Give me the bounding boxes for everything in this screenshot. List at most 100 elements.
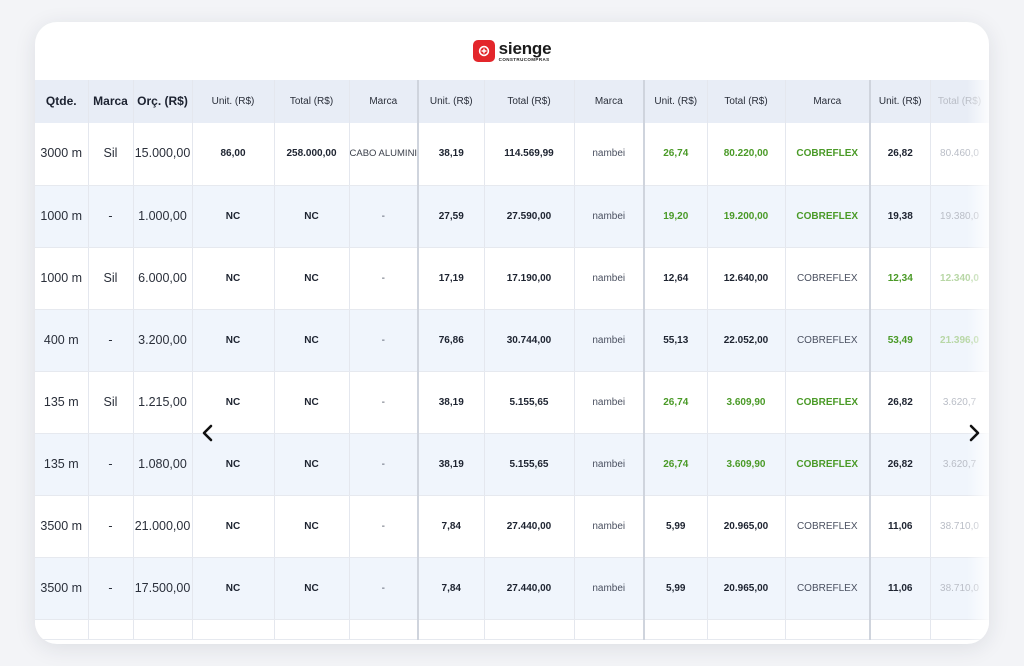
cell-unit: 11,06: [869, 495, 931, 558]
header-unit[interactable]: Unit. (R$): [417, 80, 485, 123]
cell-orcamento: 21.000,00: [133, 495, 193, 558]
comparison-table: Qtde. Marca Orç. (R$) Unit. (R$) Total (…: [35, 80, 989, 640]
spacer-cell: [349, 618, 419, 640]
scroll-left-button[interactable]: [197, 424, 219, 446]
header-marca[interactable]: Marca: [574, 80, 645, 123]
spacer-cell: [707, 618, 786, 640]
spacer-cell: [574, 618, 645, 640]
cell-unit: 5,99: [643, 557, 708, 620]
cell-unit: 11,06: [869, 557, 931, 620]
cell-total: 3.609,90: [707, 371, 786, 434]
sienge-logo: sienge CONSTRUCOMPRAS: [472, 38, 552, 63]
cell-unit: 26,74: [643, 433, 708, 496]
table-row[interactable]: 400 m -3.200,00 NC NC -76,86 30.744,00 nambei 5…: [35, 309, 989, 372]
cell-marca: nambei: [574, 495, 645, 558]
spacer-cell: [484, 618, 575, 640]
header-total[interactable]: Total (R$): [484, 80, 575, 123]
scroll-right-button[interactable]: [963, 424, 985, 446]
table-row[interactable]: 135 m Sil 1.215,00 NC NC -38,19 5.155,65 nambei…: [35, 371, 989, 434]
cell-qtde: 135 m: [35, 433, 89, 496]
cell-total: 17.190,00: [484, 247, 575, 310]
cell-unit: 17,19: [417, 247, 485, 310]
table-row[interactable]: 3500 m -17.500,00 NC NC -7,84 27.440,00 nambei…: [35, 557, 989, 620]
cell-unit: 76,86: [417, 309, 485, 372]
cell-marca: Sil: [88, 371, 134, 434]
cell-total: NC: [274, 433, 350, 496]
cell-total: 27.440,00: [484, 557, 575, 620]
header-total[interactable]: Total (R$): [707, 80, 786, 123]
cell-total: 22.052,00: [707, 309, 786, 372]
table-header-row: Qtde. Marca Orç. (R$) Unit. (R$) Total (…: [35, 80, 989, 123]
cell-qtde: 400 m: [35, 309, 89, 372]
cell-unit: 38,19: [417, 433, 485, 496]
cell-orcamento: 1.080,00: [133, 433, 193, 496]
header-unit[interactable]: Unit. (R$): [869, 80, 931, 123]
cell-unit: 86,00: [192, 123, 275, 186]
spacer-cell: [35, 619, 89, 640]
cell-total: 27.440,00: [484, 495, 575, 558]
cell-marca: COBREFLEX: [785, 185, 871, 248]
table-row[interactable]: 1000 m -1.000,00 NC NC -27,59 27.590,00 nambei…: [35, 185, 989, 248]
cell-unit: NC: [192, 247, 275, 310]
table-body: 3000 m Sil 15.000,00 86,00 258.000,00 CABO AL…: [35, 123, 989, 640]
cell-marca: nambei: [574, 371, 645, 434]
cell-marca: COBREFLEX: [785, 247, 871, 310]
cell-marca: COBREFLEX: [785, 309, 871, 372]
cell-orcamento: 1.215,00: [133, 371, 193, 434]
cell-marca: -: [88, 495, 134, 558]
cell-unit: 53,49: [869, 309, 931, 372]
header-qtde[interactable]: Qtde.: [35, 80, 89, 123]
cell-marca: COBREFLEX: [785, 495, 871, 558]
header-unit[interactable]: Unit. (R$): [192, 80, 275, 123]
cell-unit: 26,74: [643, 371, 708, 434]
header-marca[interactable]: Marca: [88, 80, 134, 123]
cell-marca: nambei: [574, 123, 645, 186]
table-row[interactable]: 135 m -1.080,00 NC NC -38,19 5.155,65 nambei 26…: [35, 433, 989, 496]
cell-unit: NC: [192, 185, 275, 248]
table-row[interactable]: 3000 m Sil 15.000,00 86,00 258.000,00 CABO AL…: [35, 123, 989, 186]
cell-unit: NC: [192, 309, 275, 372]
cell-marca: Sil: [88, 123, 134, 186]
header-marca[interactable]: Marca: [785, 80, 871, 123]
cell-marca: nambei: [574, 309, 645, 372]
cell-unit: 26,82: [869, 433, 931, 496]
spacer-cell: [88, 619, 134, 640]
cell-total: 12.640,00: [707, 247, 786, 310]
cell-marca: -: [88, 557, 134, 620]
cell-marca: CABO ALUMINIO EPR 12/20KV 50,00 MM2 PRET…: [349, 123, 419, 186]
cell-total: 19.200,00: [707, 185, 786, 248]
cell-unit: 19,38: [869, 185, 931, 248]
cell-qtde: 135 m: [35, 371, 89, 434]
cell-unit: 27,59: [417, 185, 485, 248]
cell-unit: 38,19: [417, 371, 485, 434]
brand-name: sienge: [498, 38, 552, 58]
cell-unit: 55,13: [643, 309, 708, 372]
header-unit[interactable]: Unit. (R$): [643, 80, 708, 123]
header-total[interactable]: Total (R$): [930, 80, 989, 123]
cell-qtde: 3000 m: [35, 123, 89, 186]
cell-marca: COBREFLEX: [785, 433, 871, 496]
cell-marca: -: [349, 185, 419, 248]
table-row[interactable]: 3500 m -21.000,00 NC NC -7,84 27.440,00 nambei…: [35, 495, 989, 558]
cell-marca: -: [88, 433, 134, 496]
cell-marca: Sil: [88, 247, 134, 310]
cell-qtde: 1000 m: [35, 247, 89, 310]
spacer-cell: [785, 618, 871, 640]
cell-total: NC: [274, 371, 350, 434]
cell-total: 20.965,00: [707, 557, 786, 620]
cell-marca: nambei: [574, 185, 645, 248]
cell-unit: 26,74: [643, 123, 708, 186]
header-marca[interactable]: Marca: [349, 80, 419, 123]
chevron-left-icon: [201, 422, 215, 448]
cell-total: 80.460,0: [930, 123, 989, 186]
header-orcamento[interactable]: Orç. (R$): [133, 80, 193, 123]
cell-marca: -: [349, 495, 419, 558]
cell-unit: 26,82: [869, 123, 931, 186]
cell-total: 80.220,00: [707, 123, 786, 186]
table-row[interactable]: 1000 m Sil 6.000,00 NC NC -17,19 17.190,00 namb…: [35, 247, 989, 310]
cell-unit: NC: [192, 433, 275, 496]
spacer-cell: [930, 618, 989, 640]
header-total[interactable]: Total (R$): [274, 80, 350, 123]
cell-marca: -: [349, 309, 419, 372]
cell-marca: -: [349, 371, 419, 434]
